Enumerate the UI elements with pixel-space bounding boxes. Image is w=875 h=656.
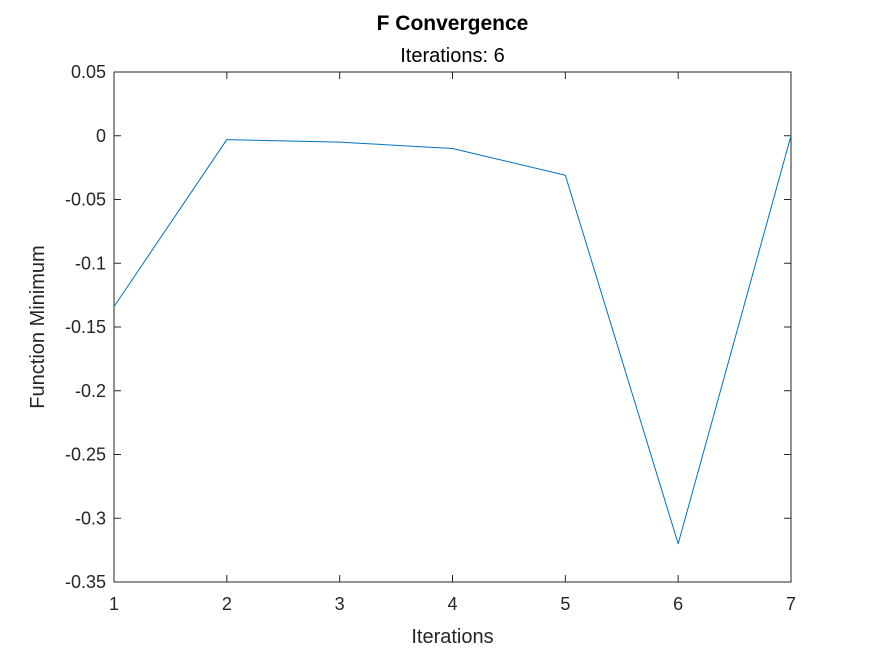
x-tick-label: 7 [786, 594, 796, 614]
series-layer [113, 135, 792, 545]
series-line [113, 135, 792, 545]
x-axis-label: Iterations [411, 626, 493, 648]
y-tick-label: -0.1 [75, 253, 106, 273]
chart-title: F Convergence [377, 12, 529, 35]
y-tick-label: 0.05 [71, 62, 106, 82]
y-axis-label: Function Minimum [27, 245, 49, 408]
chart-subtitle: Iterations: 6 [400, 45, 505, 67]
y-axis-ticks: 0.05 0 -0.05 -0.1 -0.15 -0.2 -0.25 -0.3 -0.35 [65, 62, 791, 592]
y-tick-label: 0 [96, 126, 106, 146]
x-tick-label: 2 [222, 594, 232, 614]
plot-area-box [113, 71, 792, 583]
y-tick-label: -0.05 [65, 190, 106, 210]
y-tick-label: -0.35 [65, 572, 106, 592]
y-tick-label: -0.15 [65, 317, 106, 337]
x-tick-label: 3 [335, 594, 345, 614]
x-tick-label: 1 [109, 594, 119, 614]
x-tick-label: 5 [560, 594, 570, 614]
y-tick-label: -0.25 [65, 445, 106, 465]
y-tick-label: -0.2 [75, 381, 106, 401]
y-tick-label: -0.3 [75, 508, 106, 528]
x-tick-label: 6 [673, 594, 683, 614]
x-tick-label: 4 [447, 594, 457, 614]
x-axis-ticks: 1 2 3 4 5 6 7 [109, 72, 796, 614]
